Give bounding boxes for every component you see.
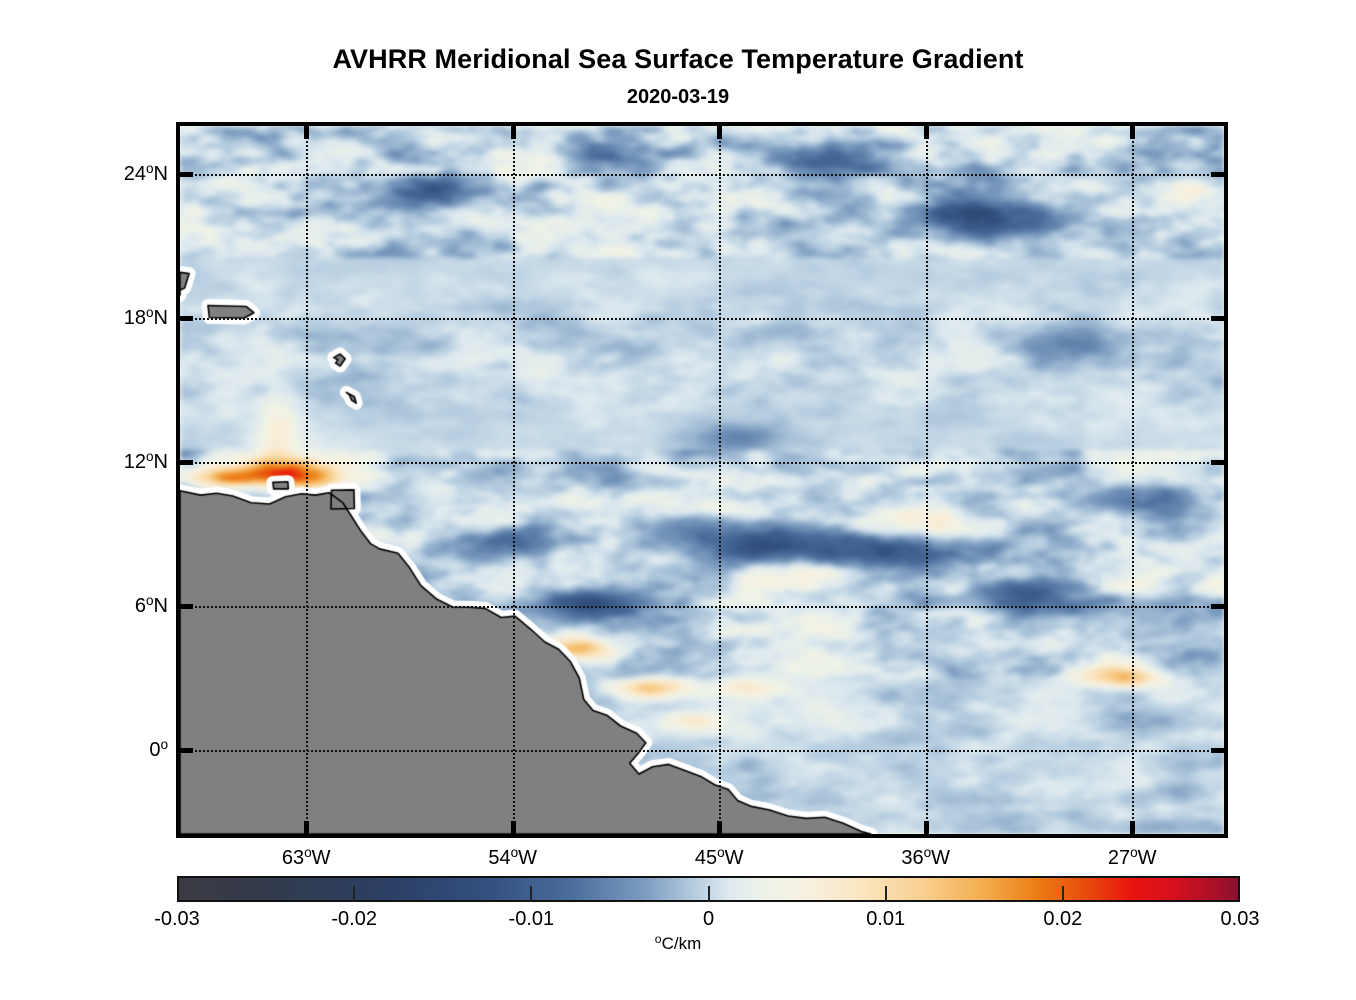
colorbar-tick-label-4: 0.01 xyxy=(866,908,906,930)
degree-symbol: o xyxy=(923,845,932,860)
colorbar[interactable] xyxy=(177,876,1240,902)
colorbar-tick-4 xyxy=(884,886,887,902)
ytick-label-3: 6oN xyxy=(48,593,168,618)
tick-lon-27 xyxy=(1130,821,1136,834)
xtick-hemisphere: W xyxy=(1137,847,1157,870)
colorbar-tick-label-6: 0.03 xyxy=(1220,908,1260,930)
tick-lat-6 xyxy=(180,604,193,609)
colorbar-tick-label-1: -0.02 xyxy=(331,908,377,930)
degree-symbol: o xyxy=(145,449,154,464)
tick-lat-0 xyxy=(180,748,193,753)
ytick-hemisphere: N xyxy=(153,163,168,186)
ytick-label-1: 18oN xyxy=(48,305,168,330)
xtick-hemisphere: W xyxy=(931,847,951,870)
ytick-value: 6 xyxy=(134,595,146,618)
ytick-label-0: 24oN xyxy=(48,161,168,186)
degree-symbol: o xyxy=(160,737,168,752)
xtick-value: 54 xyxy=(488,847,511,870)
sst-gradient-heatmap[interactable] xyxy=(180,126,1224,834)
tick-lat-12 xyxy=(1211,460,1224,465)
degree-symbol: o xyxy=(510,845,519,860)
ytick-value: 24 xyxy=(123,163,146,186)
degree-symbol: o xyxy=(145,593,154,608)
xtick-label-3: 36oW xyxy=(856,845,996,870)
figure-title-block: AVHRR Meridional Sea Surface Temperature… xyxy=(0,44,1356,109)
degree-symbol: o xyxy=(654,932,662,946)
xtick-hemisphere: W xyxy=(518,847,538,870)
tick-lon-63 xyxy=(304,126,310,139)
ytick-hemisphere: N xyxy=(153,595,168,618)
tick-lon-45 xyxy=(717,126,723,139)
tick-lon-27 xyxy=(1130,126,1136,139)
colorbar-tick-label-5: 0.02 xyxy=(1043,908,1083,930)
map-axes-frame[interactable] xyxy=(176,122,1228,838)
tick-lat-12 xyxy=(180,460,193,465)
colorbar-tick-label-0: -0.03 xyxy=(154,908,200,930)
xtick-value: 45 xyxy=(694,847,718,870)
xtick-value: 27 xyxy=(1107,847,1131,870)
xtick-label-1: 54oW xyxy=(443,845,583,870)
xtick-hemisphere: W xyxy=(311,847,331,870)
tick-lon-45 xyxy=(717,821,723,834)
colorbar-units-text: C/km xyxy=(661,934,702,954)
degree-symbol: o xyxy=(145,305,154,320)
ytick-label-2: 12oN xyxy=(48,449,168,474)
degree-symbol: o xyxy=(304,845,312,860)
ytick-value: 18 xyxy=(123,307,146,330)
colorbar-tick-3 xyxy=(707,886,710,902)
colorbar-tick-1 xyxy=(353,886,356,902)
ytick-label-4: 0o xyxy=(48,737,168,762)
colorbar-tick-label-2: -0.01 xyxy=(508,908,555,930)
degree-symbol: o xyxy=(145,161,154,176)
tick-lat-6 xyxy=(1211,604,1224,609)
xtick-label-2: 45oW xyxy=(649,845,789,870)
xtick-value: 63 xyxy=(281,847,305,870)
xtick-value: 36 xyxy=(901,847,924,870)
ytick-hemisphere: N xyxy=(153,451,168,474)
tick-lat-0 xyxy=(1211,748,1224,753)
degree-symbol: o xyxy=(717,845,725,860)
colorbar-units-label: oC/km xyxy=(0,932,1356,954)
xtick-hemisphere: W xyxy=(724,847,744,870)
tick-lon-63 xyxy=(304,821,310,834)
ytick-value: 0 xyxy=(149,739,161,762)
degree-symbol: o xyxy=(1130,845,1138,860)
tick-lon-36 xyxy=(923,821,929,834)
tick-lat-18 xyxy=(180,316,193,321)
tick-lat-24 xyxy=(180,172,193,177)
ytick-value: 12 xyxy=(123,451,146,474)
tick-lon-36 xyxy=(923,126,929,139)
colorbar-tick-label-3: 0 xyxy=(702,908,715,930)
tick-lat-18 xyxy=(1211,316,1224,321)
colorbar-tick-5 xyxy=(1061,886,1064,902)
tick-lon-54 xyxy=(510,821,516,834)
colorbar-tick-2 xyxy=(530,886,533,902)
tick-lat-24 xyxy=(1211,172,1224,177)
ytick-hemisphere: N xyxy=(153,307,168,330)
xtick-label-4: 27oW xyxy=(1062,845,1202,870)
figure-subtitle-date: 2020-03-19 xyxy=(626,86,730,109)
xtick-label-0: 63oW xyxy=(236,845,376,870)
tick-lon-54 xyxy=(510,126,516,139)
page-title: AVHRR Meridional Sea Surface Temperature… xyxy=(332,44,1024,74)
